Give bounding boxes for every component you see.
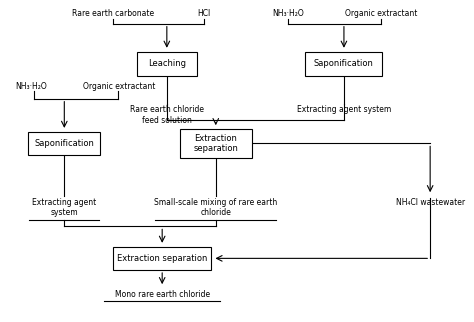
Text: Rare earth chloride
feed solution: Rare earth chloride feed solution — [130, 105, 204, 125]
Text: HCl: HCl — [198, 9, 211, 18]
FancyBboxPatch shape — [180, 129, 252, 158]
FancyBboxPatch shape — [113, 247, 211, 270]
Text: NH₃·H₂O: NH₃·H₂O — [15, 82, 47, 91]
Text: Organic extractant: Organic extractant — [345, 9, 418, 18]
Text: Extracting agent system: Extracting agent system — [297, 105, 391, 114]
Text: Extracting agent
system: Extracting agent system — [32, 198, 96, 217]
Text: Leaching: Leaching — [148, 59, 186, 68]
FancyBboxPatch shape — [305, 52, 383, 76]
Text: Extraction
separation: Extraction separation — [193, 134, 238, 153]
Text: NH₃·H₂O: NH₃·H₂O — [272, 9, 304, 18]
Text: Saponification: Saponification — [314, 59, 374, 68]
Text: NH₄Cl wastewater: NH₄Cl wastewater — [396, 198, 465, 207]
Text: Small-scale mixing of rare earth
chloride: Small-scale mixing of rare earth chlorid… — [154, 198, 277, 217]
FancyBboxPatch shape — [137, 52, 197, 76]
Text: Rare earth carbonate: Rare earth carbonate — [72, 9, 155, 18]
Text: Mono rare earth chloride: Mono rare earth chloride — [115, 290, 210, 299]
FancyBboxPatch shape — [28, 132, 100, 155]
Text: Extraction separation: Extraction separation — [117, 254, 207, 263]
Text: Organic extractant: Organic extractant — [83, 82, 155, 91]
Text: Saponification: Saponification — [35, 139, 94, 148]
